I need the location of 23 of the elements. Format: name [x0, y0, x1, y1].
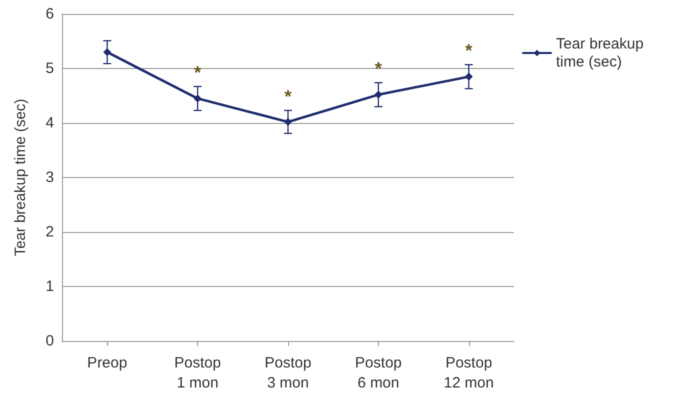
point — [464, 72, 473, 81]
point — [194, 94, 202, 102]
x-tick-label: Postop 12 mon — [444, 354, 494, 392]
point — [103, 48, 112, 56]
y-tick-label: 0 — [46, 332, 54, 350]
annotation: * — [374, 58, 382, 79]
y-tick-label: 5 — [46, 60, 54, 77]
y-tick-label: 2 — [46, 224, 54, 240]
x-tick-label: Postop 1 mon — [174, 354, 221, 392]
point — [284, 118, 292, 126]
annotation: * — [284, 86, 292, 106]
y-axis-title: Tear breakup time (sec) — [12, 98, 29, 256]
y-tick-label: 3 — [46, 169, 54, 186]
y-tick-label: 4 — [46, 114, 54, 132]
legend-label: Tear breakup time (sec) — [556, 36, 648, 70]
annotation: * — [465, 40, 472, 61]
annotation: * — [194, 62, 202, 82]
x-tick-label: Postop 3 mon — [264, 354, 312, 392]
point — [374, 90, 382, 99]
x-tick-label: Postop 6 mon — [355, 354, 402, 392]
y-tick-label: 6 — [46, 6, 54, 22]
y-tick-label: 1 — [46, 278, 54, 295]
x-tick-label: Preop — [87, 354, 128, 372]
